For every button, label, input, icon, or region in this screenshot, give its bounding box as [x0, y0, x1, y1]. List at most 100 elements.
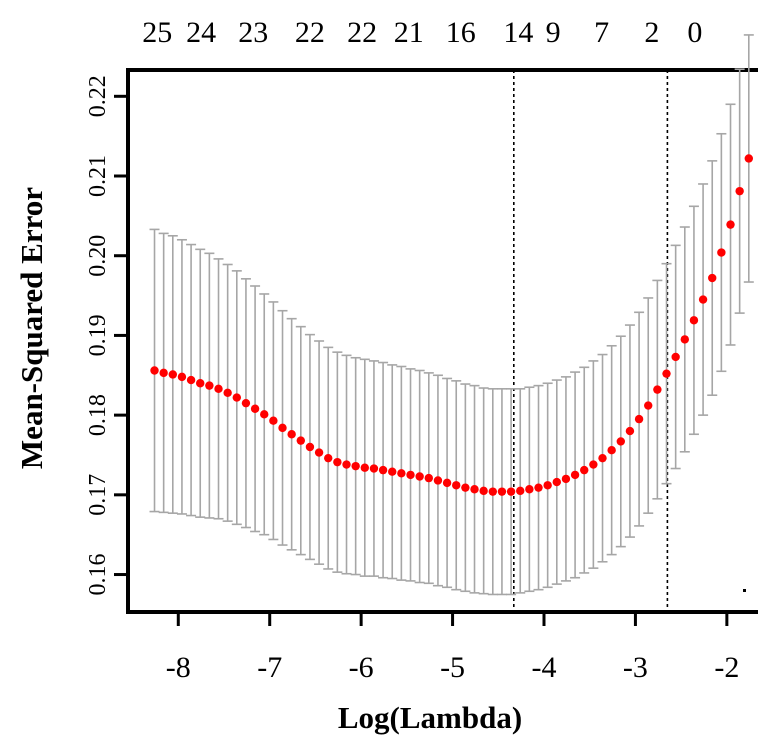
mse-point: [177, 372, 187, 382]
x-tick-label: -3: [623, 651, 648, 684]
mse-point: [150, 366, 159, 375]
mse-point: [260, 410, 269, 419]
x-tick-label: -7: [257, 651, 282, 684]
mse-point: [205, 381, 214, 390]
mse-point: [241, 398, 251, 408]
plot-frame: [126, 68, 758, 614]
mse-point: [698, 295, 708, 304]
mse-point: [452, 481, 461, 490]
mse-point: [442, 478, 452, 488]
mse-point: [625, 426, 635, 436]
top-axis-label: 2: [644, 16, 659, 49]
mse-point: [342, 460, 351, 469]
mse-point: [333, 457, 342, 467]
x-tick-label: -2: [714, 651, 739, 684]
error-bars: [149, 34, 754, 596]
x-tick-label: -6: [349, 651, 374, 684]
mse-point: [324, 453, 333, 463]
x-tick-label: -5: [440, 651, 465, 684]
y-tick-label: 0.19: [85, 314, 111, 356]
mse-point: [516, 486, 525, 496]
top-axis-label: 14: [503, 16, 533, 49]
top-axis-label: 21: [394, 16, 424, 49]
mse-point: [744, 154, 753, 163]
mse-point: [726, 220, 735, 229]
mse-point: [534, 483, 543, 492]
mean-points: [150, 154, 753, 496]
y-tick-label: 0.22: [85, 75, 111, 117]
mse-point: [314, 448, 324, 457]
mse-point: [196, 379, 205, 388]
mse-point: [689, 316, 699, 325]
lambda-reference-lines: [512, 70, 669, 612]
mse-point: [360, 463, 369, 472]
mse-point: [214, 384, 223, 394]
mse-point: [735, 186, 744, 196]
top-axis-label: 25: [142, 16, 172, 49]
mse-point: [717, 248, 726, 257]
mse-point: [543, 481, 552, 490]
mse-point: [470, 485, 479, 494]
top-axis-label: 16: [446, 16, 476, 49]
x-axis-title: Log(Lambda): [338, 700, 522, 735]
mse-point: [561, 474, 571, 484]
top-axis-label: 0: [687, 16, 702, 49]
y-tick-label: 0.21: [85, 155, 111, 197]
mse-point: [369, 464, 379, 473]
mse-point: [671, 352, 680, 362]
top-axis-label: 22: [295, 16, 325, 49]
mse-point: [296, 436, 305, 445]
mse-point: [250, 404, 260, 413]
y-tick-label: 0.18: [85, 394, 111, 436]
mse-point: [589, 460, 598, 469]
y-tick-label: 0.17: [85, 474, 111, 516]
mse-point: [616, 437, 625, 446]
mse-point: [287, 430, 296, 439]
mse-point: [580, 465, 589, 475]
mse-point: [433, 476, 443, 485]
stray-dot: [743, 589, 746, 592]
mse-point: [552, 477, 561, 487]
mse-point: [506, 487, 516, 496]
mse-point: [397, 469, 406, 478]
mse-point: [653, 385, 662, 394]
mse-point: [278, 423, 287, 433]
y-axis-title: Mean-Squared Error: [14, 187, 49, 469]
x-tick-label: -8: [166, 651, 191, 684]
y-axis: 0.16 0.17 0.18 0.19 0.20 0.21 0.22: [85, 75, 128, 596]
mse-point: [415, 472, 424, 481]
top-axis-label: 22: [347, 16, 377, 49]
mse-point: [159, 368, 168, 378]
top-axis-label: 24: [186, 16, 216, 49]
mse-point: [634, 414, 644, 424]
mse-point: [424, 473, 433, 483]
mse-point: [662, 369, 671, 378]
mse-point: [351, 461, 360, 471]
mse-point: [598, 453, 607, 463]
mse-point: [570, 470, 580, 480]
mse-point: [168, 370, 177, 379]
top-axis-label: 23: [238, 16, 268, 49]
mse-point: [607, 445, 616, 455]
mse-point: [461, 483, 470, 492]
mse-point: [232, 393, 241, 402]
mse-point: [378, 465, 388, 475]
top-axis-label: 9: [546, 16, 561, 49]
mse-point: [305, 442, 315, 452]
mse-point: [708, 273, 717, 283]
mse-point: [406, 470, 415, 480]
mse-point: [488, 487, 497, 496]
top-axis-label: 7: [594, 16, 609, 49]
mse-point: [497, 487, 507, 496]
mse-point: [223, 388, 232, 398]
top-axis-labels: 25 24 23 22 22 21 16 14 9 7 2 0: [142, 16, 702, 49]
x-axis: -8 -7 -6 -5 -4 -3 -2: [166, 612, 739, 684]
mse-point: [644, 401, 653, 410]
y-tick-label: 0.16: [85, 554, 111, 596]
mse-point: [186, 375, 196, 385]
y-tick-label: 0.20: [85, 235, 111, 277]
x-tick-label: -4: [532, 651, 557, 684]
mse-point: [525, 485, 534, 494]
mse-point: [388, 467, 397, 476]
